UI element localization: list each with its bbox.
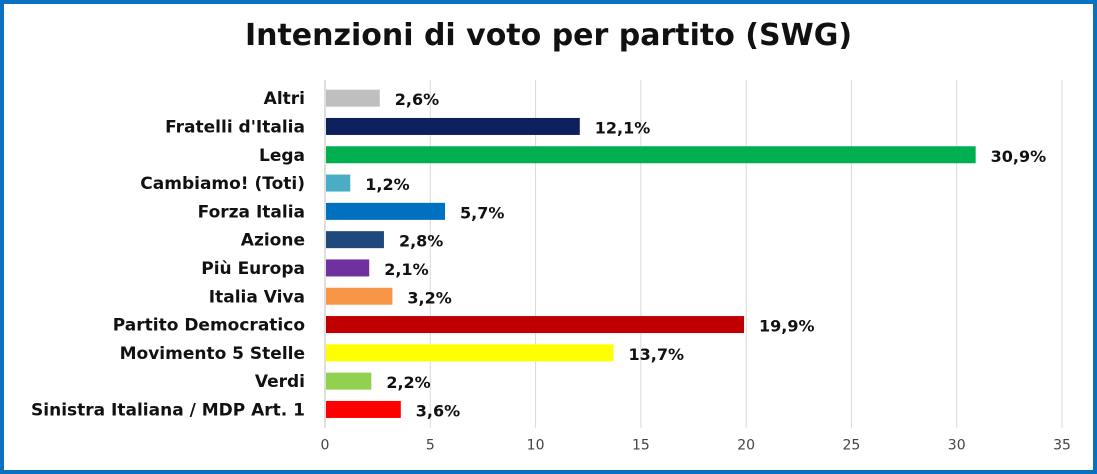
bar — [326, 316, 745, 334]
gridlines — [324, 80, 1063, 428]
x-tick-label: 15 — [632, 438, 650, 454]
bar — [326, 231, 384, 249]
bar — [326, 117, 580, 135]
category-label: Verdi — [255, 372, 305, 392]
x-tick-label: 20 — [737, 438, 755, 454]
data-label: 5,7% — [460, 203, 504, 222]
category-label: Partito Democratico — [113, 316, 305, 336]
category-label: Altri — [264, 89, 305, 109]
x-tick-label: 10 — [527, 438, 545, 454]
bar — [326, 174, 351, 192]
category-label: Più Europa — [201, 259, 305, 279]
data-label: 12,1% — [595, 118, 651, 137]
x-tick-label: 0 — [321, 438, 330, 454]
data-label: 1,2% — [365, 175, 409, 194]
data-label: 3,6% — [416, 401, 460, 420]
data-label: 3,2% — [407, 288, 451, 307]
category-label: Fratelli d'Italia — [165, 117, 305, 137]
bar — [326, 287, 393, 305]
category-label: Movimento 5 Stelle — [120, 344, 305, 364]
category-label: Italia Viva — [209, 287, 305, 307]
data-label: 30,9% — [991, 147, 1047, 166]
data-label: 2,8% — [399, 232, 443, 251]
chart-title: Intenzioni di voto per partito (SWG) — [244, 18, 853, 53]
bar — [326, 202, 446, 220]
x-axis-ticks: 0 5 10 15 20 25 30 35 — [321, 438, 1071, 454]
category-label: Sinistra Italiana / MDP Art. 1 — [31, 400, 305, 420]
data-label: 2,2% — [386, 373, 430, 392]
bar — [326, 89, 380, 107]
value-labels: 2,6% 12,1% 30,9% 1,2% 5,7% 2,8% 2,1% 3,2% 19,9% 1… — [365, 90, 1046, 420]
bar — [326, 344, 614, 362]
category-label: Lega — [259, 146, 305, 166]
category-labels: Altri Fratelli d'Italia Lega Cambiamo! (Tot… — [31, 89, 305, 420]
bars — [326, 89, 976, 418]
x-tick-label: 35 — [1053, 438, 1071, 454]
x-tick-label: 25 — [843, 438, 861, 454]
bar — [326, 400, 401, 418]
bar — [326, 146, 976, 164]
x-tick-label: 30 — [948, 438, 966, 454]
x-tick-label: 5 — [426, 438, 435, 454]
data-label: 2,1% — [384, 260, 428, 279]
bar — [326, 259, 370, 277]
category-label: Azione — [241, 231, 305, 251]
data-label: 13,7% — [628, 345, 684, 364]
category-label: Forza Italia — [198, 202, 305, 222]
category-label: Cambiamo! (Toti) — [140, 174, 305, 194]
bar — [326, 372, 372, 390]
data-label: 19,9% — [759, 317, 815, 336]
data-label: 2,6% — [395, 90, 439, 109]
